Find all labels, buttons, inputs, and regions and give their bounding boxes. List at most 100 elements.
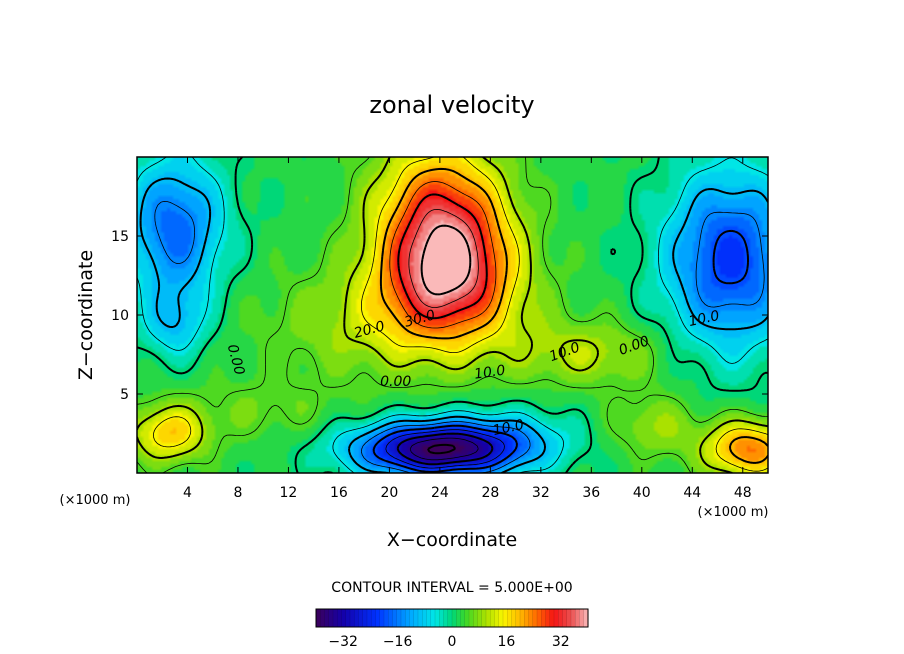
colorbar-cell xyxy=(583,609,589,627)
contour-level-20 xyxy=(379,167,768,464)
contour-level--10 xyxy=(139,177,768,473)
colorbar-cell xyxy=(371,609,377,627)
contour-level-30 xyxy=(397,193,488,320)
colorbar-cell xyxy=(545,609,551,627)
colorbar-cell xyxy=(405,609,411,627)
colorbar-tick-label: −32 xyxy=(328,634,358,650)
contour-interval-text: CONTOUR INTERVAL = 5.000E+00 xyxy=(331,580,572,596)
contour-level--40 xyxy=(427,443,457,455)
x-axis-label: X−coordinate xyxy=(387,529,517,551)
x-tick-label: 12 xyxy=(280,485,298,501)
colorbar-cell xyxy=(426,609,432,627)
x-tick-label: 40 xyxy=(633,485,651,501)
contour-level--35 xyxy=(409,437,479,461)
x-axis-ticks: 4 8 12 16 20 24 28 32 36 40 44 48 xyxy=(183,157,752,501)
colorbar-cell xyxy=(494,609,500,627)
colorbar-cell xyxy=(388,609,394,627)
x-tick-label: 8 xyxy=(233,485,242,501)
colorbar-cell xyxy=(579,609,585,627)
colorbar-cell xyxy=(375,609,381,627)
colorbar-cell xyxy=(358,609,364,627)
colorbar-cell xyxy=(532,609,538,627)
colorbar-cell xyxy=(392,609,398,627)
contour-label: 10.0 xyxy=(687,308,721,330)
colorbar-cell xyxy=(422,609,428,627)
colorbar-cell xyxy=(418,609,423,627)
colorbar-cell xyxy=(507,609,513,627)
colorbar-cell xyxy=(443,609,449,627)
chart-title: zonal velocity xyxy=(369,91,534,119)
y-tick-label: 15 xyxy=(111,229,129,245)
colorbar-cell xyxy=(515,609,521,627)
colorbar-cell xyxy=(503,609,508,627)
colorbar-tick-label: 16 xyxy=(497,634,515,650)
contour-level-5 xyxy=(137,157,768,473)
colorbar-tick-label: 32 xyxy=(552,634,570,650)
colorbar-cell xyxy=(401,609,406,627)
colorbar-cell xyxy=(549,609,555,627)
contour-label: 10.0 xyxy=(492,417,526,439)
contour-label: 20.0 xyxy=(352,318,386,342)
x-tick-label: 32 xyxy=(532,485,550,501)
colorbar-cell xyxy=(430,609,436,627)
colorbar-cell xyxy=(490,609,496,627)
y-tick-label: 5 xyxy=(120,387,129,403)
colorbar-cell xyxy=(511,609,517,627)
contour-label: 0.00 xyxy=(224,343,248,377)
x-axis-unit-left: (×1000 m) xyxy=(60,493,131,508)
colorbar-frame xyxy=(315,608,589,628)
colorbar-cell xyxy=(477,609,483,627)
colorbar-cell xyxy=(384,609,389,627)
x-tick-label: 36 xyxy=(582,485,600,501)
contour-level--20 xyxy=(372,229,749,473)
colorbar-cell xyxy=(341,609,347,627)
colorbar-cell xyxy=(460,609,466,627)
colorbar-cell xyxy=(486,609,491,627)
contour-level--5 xyxy=(137,157,768,473)
colorbar-cell xyxy=(520,609,525,627)
colorbar-cell xyxy=(345,609,351,627)
contour-level-35 xyxy=(408,209,479,308)
colorbar-cell xyxy=(337,609,343,627)
colorbar-cell xyxy=(528,609,534,627)
colorbar-cell xyxy=(350,609,355,627)
colorbar-cell xyxy=(464,609,470,627)
colorbar-cell xyxy=(367,609,372,627)
colorbar-cell xyxy=(456,609,462,627)
colorbar-cell xyxy=(320,609,326,627)
contour-label: 10.0 xyxy=(473,363,506,383)
colorbar: −32 −16 0 16 32 xyxy=(315,608,589,650)
colorbar-tick-label: −16 xyxy=(383,634,413,650)
colorbar-tick-label: 0 xyxy=(448,634,457,650)
colorbar-cell xyxy=(473,609,479,627)
x-tick-label: 24 xyxy=(431,485,449,501)
x-tick-label: 44 xyxy=(683,485,701,501)
colorbar-cell xyxy=(447,609,453,627)
x-tick-label: 48 xyxy=(734,485,752,501)
contour-level--30 xyxy=(396,432,494,466)
colorbar-cell xyxy=(316,609,321,627)
colorbar-cell xyxy=(354,609,360,627)
velocity-field-image xyxy=(137,157,768,473)
colorbar-cell xyxy=(379,609,385,627)
colorbar-cell xyxy=(566,609,572,627)
colorbar-cell xyxy=(541,609,547,627)
x-axis-unit-right: (×1000 m) xyxy=(698,505,769,520)
colorbar-cell xyxy=(558,609,564,627)
colorbar-cell xyxy=(524,609,530,627)
y-tick-label: 10 xyxy=(111,308,129,324)
colorbar-cell xyxy=(324,609,330,627)
colorbar-cell xyxy=(469,609,474,627)
colorbar-cell xyxy=(333,609,338,627)
contour-level-40 xyxy=(420,224,472,296)
x-tick-label: 28 xyxy=(481,485,499,501)
colorbar-cell xyxy=(413,609,419,627)
contour-lines xyxy=(137,157,768,473)
colorbar-cell xyxy=(537,609,542,627)
y-axis-ticks: 5 10 15 xyxy=(111,229,768,403)
contour-level-15 xyxy=(153,157,768,472)
colorbar-cell xyxy=(439,609,445,627)
colorbar-cell xyxy=(571,609,576,627)
colorbar-cell xyxy=(435,609,440,627)
